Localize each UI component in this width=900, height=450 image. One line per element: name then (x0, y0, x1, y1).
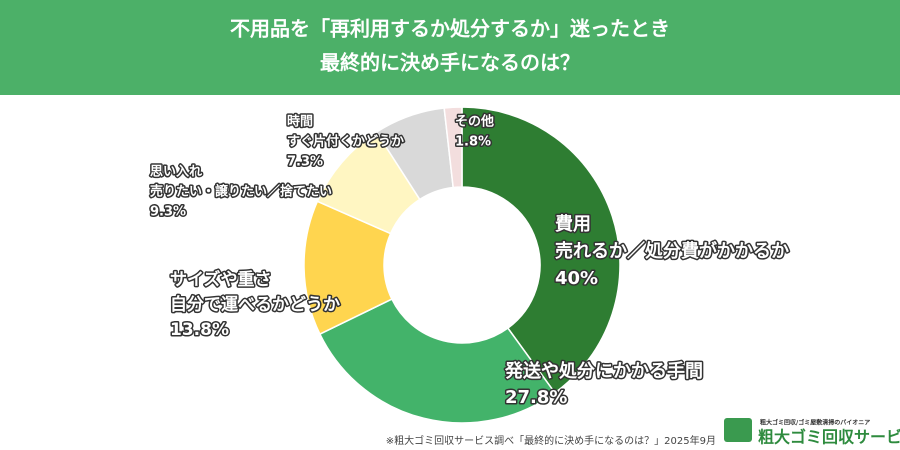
chart-title: 不用品を「再利用するか処分するか」迷ったとき (230, 17, 670, 41)
slice-label: その他 (455, 114, 494, 130)
logo-tagline: 粗大ゴミ回収/ゴミ屋敷清掃のパイオニア (760, 419, 870, 427)
value-label: 1.8% (455, 135, 491, 150)
pie-slice (318, 298, 556, 424)
header-band (0, 0, 900, 95)
value-label: 7.3% (287, 155, 323, 170)
value-label: 40% (555, 268, 598, 289)
slice-label: すぐ片付くかどうか (287, 134, 404, 150)
logo-name: 粗大ゴミ回収サービス (758, 428, 900, 447)
slice-label: サイズや重さ (170, 269, 272, 290)
slice-label: 時間 (287, 114, 313, 130)
chart-title: 最終的に決め手になるのは？ (320, 51, 580, 75)
source-note: ※粗大ゴミ回収サービス調べ「最終的に決め手になるのは？」2025年9月 (386, 434, 716, 447)
logo: 粗大ゴミ回収/ゴミ屋敷清掃のパイオニア 粗大ゴミ回収サービス (724, 418, 900, 447)
pie-slice (461, 106, 621, 394)
value-label: 9.3% (150, 205, 186, 220)
value-label: 27.8% (505, 387, 567, 408)
slice-label: 自分で運べるかどうか (170, 294, 340, 315)
logo-icon (724, 418, 752, 442)
slice-label: 売りたい・譲りたい／捨てたい (150, 184, 332, 200)
slice-label: 思い入れ (150, 165, 202, 180)
slice-label: 売れるか／処分費がかかるか (555, 240, 789, 262)
slice-label: 費用 (555, 213, 591, 235)
slice-label: 発送や処分にかかる手間 (504, 360, 703, 382)
pie-slice (443, 106, 463, 189)
value-label: 13.8% (170, 320, 229, 340)
